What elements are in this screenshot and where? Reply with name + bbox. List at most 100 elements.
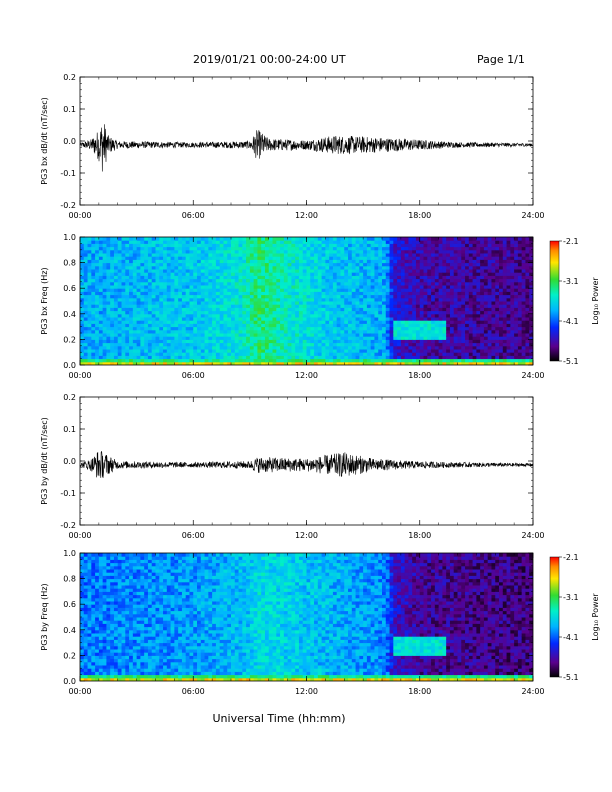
heatmap-cell bbox=[510, 278, 515, 283]
heatmap-cell bbox=[502, 243, 508, 248]
heatmap-cell bbox=[340, 320, 345, 324]
heatmap-cell bbox=[442, 345, 447, 350]
heatmap-cell bbox=[193, 253, 198, 257]
heatmap-cell bbox=[87, 329, 92, 334]
heatmap-cell bbox=[332, 243, 338, 248]
heatmap-cell bbox=[431, 333, 436, 337]
heatmap-cell bbox=[487, 243, 492, 248]
heatmap-cell bbox=[261, 272, 266, 276]
heatmap-cell bbox=[355, 342, 360, 347]
heatmap-cell bbox=[465, 352, 470, 356]
heatmap-cell bbox=[517, 294, 523, 299]
heatmap-cell bbox=[80, 352, 85, 356]
heatmap-cell bbox=[487, 345, 492, 350]
heatmap-cell bbox=[181, 246, 187, 251]
heatmap-cell bbox=[385, 355, 391, 360]
heatmap-cell bbox=[147, 281, 153, 286]
heatmap-cell bbox=[423, 304, 428, 308]
heatmap-cell bbox=[249, 265, 255, 270]
heatmap-cell bbox=[249, 323, 255, 328]
heatmap-cell bbox=[185, 342, 190, 347]
heatmap-cell bbox=[408, 352, 413, 356]
heatmap-cell bbox=[283, 259, 289, 264]
heatmap-cell bbox=[159, 281, 164, 286]
heatmap-cell bbox=[140, 278, 145, 283]
heatmap-cell bbox=[113, 249, 119, 254]
heatmap-cell bbox=[400, 358, 406, 363]
heatmap-cell bbox=[283, 288, 289, 292]
heatmap-cell bbox=[117, 237, 123, 241]
heatmap-cell bbox=[95, 253, 100, 257]
heatmap-cell bbox=[117, 342, 123, 347]
heatmap-cell bbox=[385, 256, 391, 260]
heatmap-cell bbox=[461, 243, 466, 248]
heatmap-cell bbox=[366, 275, 372, 280]
heatmap-cell bbox=[434, 313, 440, 318]
heatmap-cell bbox=[453, 285, 458, 289]
heatmap-cell bbox=[246, 262, 251, 267]
heatmap-cell bbox=[491, 339, 496, 344]
heatmap-cell bbox=[193, 323, 198, 328]
x-tick-label: 24:00 bbox=[521, 211, 544, 220]
heatmap-cell bbox=[170, 349, 175, 353]
heatmap-cell bbox=[204, 269, 209, 273]
heatmap-cell bbox=[306, 288, 311, 292]
heatmap-cell bbox=[276, 313, 281, 318]
heatmap-cell bbox=[80, 310, 85, 315]
heatmap-cell bbox=[280, 355, 285, 360]
heatmap-cell bbox=[374, 329, 379, 334]
heatmap-cell bbox=[431, 361, 436, 365]
heatmap-cell bbox=[370, 281, 375, 286]
heatmap-cell bbox=[283, 352, 289, 356]
heatmap-cell bbox=[472, 240, 477, 244]
heatmap-cell bbox=[295, 269, 300, 273]
heatmap-cell bbox=[408, 240, 413, 244]
heatmap-cell bbox=[449, 361, 455, 365]
heatmap-cell bbox=[83, 307, 89, 312]
heatmap-cell bbox=[95, 246, 100, 251]
heatmap-cell bbox=[291, 278, 296, 283]
heatmap-cell bbox=[181, 326, 187, 331]
heatmap-cell bbox=[374, 342, 379, 347]
heatmap-cell bbox=[529, 317, 533, 321]
heatmap-cell bbox=[487, 246, 492, 251]
heatmap-cell bbox=[283, 313, 289, 318]
heatmap-cell bbox=[517, 333, 523, 337]
heatmap-cell bbox=[329, 262, 334, 267]
heatmap-cell bbox=[378, 355, 383, 360]
heatmap-cell bbox=[280, 320, 285, 324]
heatmap-cell bbox=[249, 281, 255, 286]
heatmap-cell bbox=[340, 294, 345, 299]
heatmap-cell bbox=[280, 237, 285, 241]
heatmap-cell bbox=[374, 278, 379, 283]
heatmap-cell bbox=[219, 278, 224, 283]
heatmap-cell bbox=[227, 307, 232, 312]
heatmap-cell bbox=[223, 352, 228, 356]
heatmap-cell bbox=[106, 240, 111, 244]
heatmap-cell bbox=[95, 358, 100, 363]
heatmap-cell bbox=[348, 246, 353, 251]
heatmap-cell bbox=[449, 256, 455, 260]
heatmap-cell bbox=[227, 317, 232, 321]
heatmap-cell bbox=[219, 297, 224, 302]
heatmap-cell bbox=[510, 285, 515, 289]
heatmap-cell bbox=[125, 243, 130, 248]
heatmap-cell bbox=[87, 333, 92, 337]
heatmap-cell bbox=[385, 320, 391, 324]
heatmap-cell bbox=[106, 329, 111, 334]
heatmap-cell bbox=[268, 265, 274, 270]
heatmap-cell bbox=[314, 269, 319, 273]
heatmap-cell bbox=[249, 275, 255, 280]
heatmap-cell bbox=[374, 256, 379, 260]
heatmap-cell bbox=[442, 307, 447, 312]
heatmap-cell bbox=[408, 333, 413, 337]
heatmap-cell bbox=[174, 249, 179, 254]
heatmap-cell bbox=[204, 317, 209, 321]
heatmap-cell bbox=[472, 256, 477, 260]
heatmap-cell bbox=[483, 259, 489, 264]
heatmap-cell bbox=[272, 281, 277, 286]
heatmap-cell bbox=[487, 262, 492, 267]
heatmap-cell bbox=[415, 243, 421, 248]
heatmap-cell bbox=[121, 278, 126, 283]
heatmap-cell bbox=[325, 253, 330, 257]
